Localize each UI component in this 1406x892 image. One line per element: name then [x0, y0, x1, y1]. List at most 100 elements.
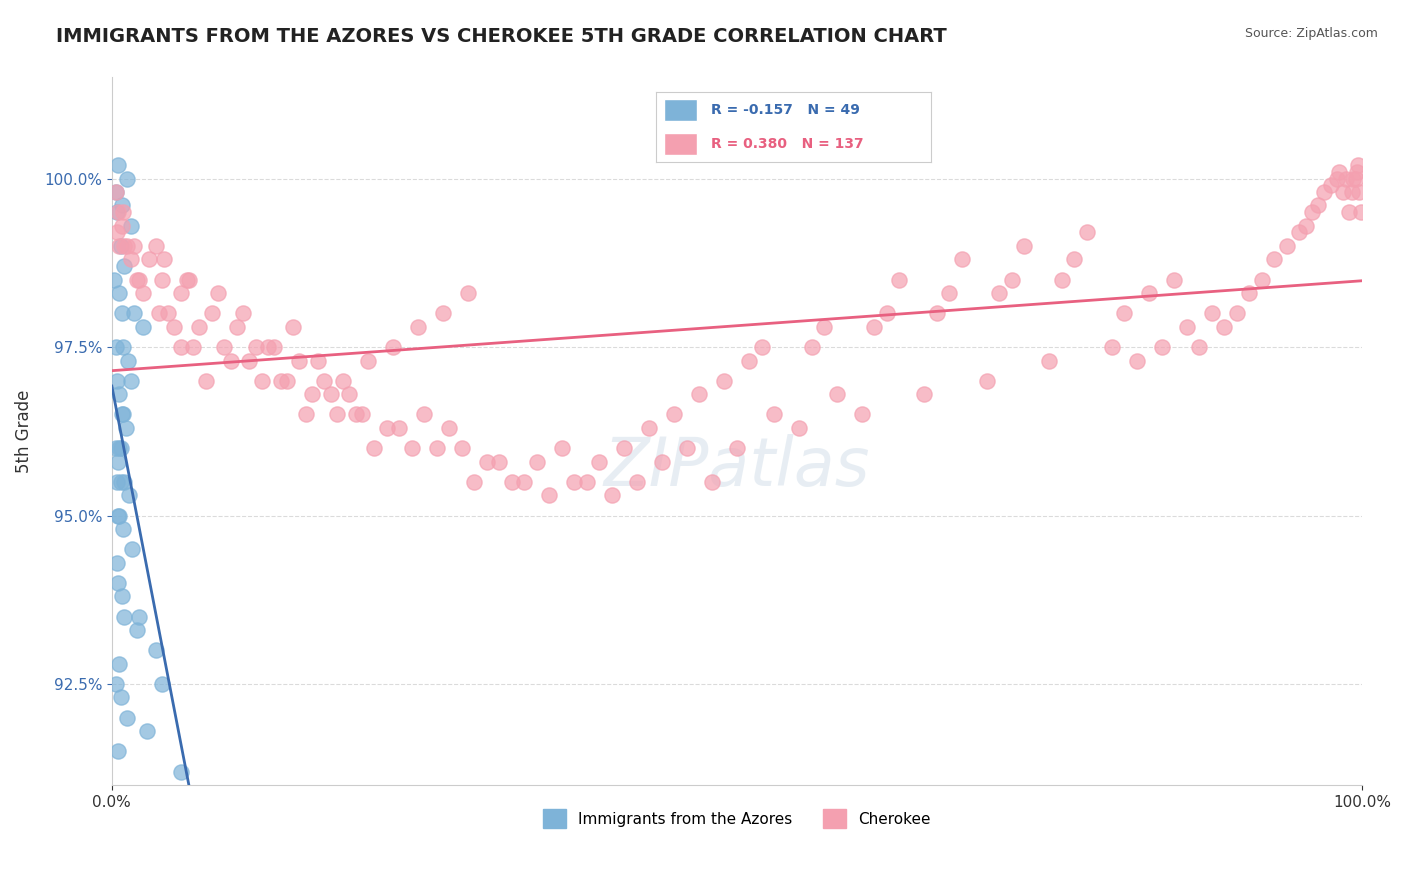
Point: [513, 475, 536, 489]
Point: [889, 272, 911, 286]
Point: [1139, 286, 1161, 301]
Point: [700, 475, 723, 489]
Legend: Immigrants from the Azores, Cherokee: Immigrants from the Azores, Cherokee: [537, 803, 936, 834]
Point: [150, 272, 173, 286]
Point: [1326, 171, 1348, 186]
Point: [1038, 353, 1060, 368]
Point: [105, 475, 128, 489]
Point: [825, 387, 848, 401]
Point: [725, 441, 748, 455]
Point: [294, 408, 316, 422]
Point: [1341, 171, 1364, 186]
Point: [111, 198, 134, 212]
Point: [125, 272, 148, 286]
Point: [194, 374, 217, 388]
Point: [1347, 158, 1369, 172]
Point: [108, 286, 131, 301]
Point: [638, 421, 661, 435]
Point: [332, 374, 354, 388]
Point: [1076, 226, 1098, 240]
Point: [153, 252, 176, 267]
Point: [763, 408, 786, 422]
Point: [1014, 239, 1036, 253]
Point: [938, 286, 960, 301]
Point: [250, 374, 273, 388]
Text: ZIPatlas: ZIPatlas: [603, 434, 870, 500]
Point: [145, 643, 167, 657]
Point: [104, 677, 127, 691]
Point: [107, 744, 129, 758]
Point: [150, 677, 173, 691]
Point: [1329, 165, 1351, 179]
Point: [121, 542, 143, 557]
Point: [232, 306, 254, 320]
Point: [851, 408, 873, 422]
Point: [1346, 165, 1368, 179]
Point: [214, 340, 236, 354]
Point: [1126, 353, 1149, 368]
Point: [169, 764, 191, 779]
Point: [120, 219, 142, 233]
Point: [120, 252, 142, 267]
Point: [426, 441, 449, 455]
Point: [688, 387, 710, 401]
Point: [406, 319, 429, 334]
Point: [110, 441, 132, 455]
Text: IMMIGRANTS FROM THE AZORES VS CHEROKEE 5TH GRADE CORRELATION CHART: IMMIGRANTS FROM THE AZORES VS CHEROKEE 5…: [56, 27, 948, 45]
Point: [125, 623, 148, 637]
Point: [111, 219, 134, 233]
Point: [925, 306, 948, 320]
Point: [1226, 306, 1249, 320]
Point: [108, 508, 131, 523]
Point: [912, 387, 935, 401]
Point: [110, 475, 132, 489]
Point: [107, 205, 129, 219]
Point: [132, 286, 155, 301]
Point: [388, 421, 411, 435]
Point: [301, 387, 323, 401]
Point: [488, 454, 510, 468]
Point: [104, 185, 127, 199]
Point: [676, 441, 699, 455]
Point: [245, 340, 267, 354]
Text: Source: ZipAtlas.com: Source: ZipAtlas.com: [1244, 27, 1378, 40]
Point: [138, 252, 160, 267]
Point: [107, 454, 129, 468]
Point: [145, 239, 167, 253]
Point: [257, 340, 280, 354]
Point: [1163, 272, 1185, 286]
Point: [105, 205, 128, 219]
Point: [169, 286, 191, 301]
Point: [124, 239, 146, 253]
Point: [363, 441, 385, 455]
Point: [112, 259, 135, 273]
Point: [1339, 205, 1361, 219]
Point: [219, 353, 242, 368]
Point: [575, 475, 598, 489]
Point: [1308, 198, 1330, 212]
Point: [350, 408, 373, 422]
Point: [107, 575, 129, 590]
Point: [103, 272, 125, 286]
Point: [337, 387, 360, 401]
Point: [613, 441, 636, 455]
Point: [564, 475, 586, 489]
Point: [115, 171, 138, 186]
Point: [117, 353, 139, 368]
Point: [789, 421, 811, 435]
Point: [1063, 252, 1085, 267]
Point: [950, 252, 973, 267]
Point: [1350, 205, 1372, 219]
Point: [132, 319, 155, 334]
Point: [105, 374, 128, 388]
Point: [111, 408, 134, 422]
Point: [107, 508, 129, 523]
Point: [1319, 178, 1341, 193]
Point: [651, 454, 673, 468]
Point: [176, 272, 198, 286]
Point: [463, 475, 485, 489]
Point: [128, 609, 150, 624]
Point: [104, 340, 127, 354]
Point: [1001, 272, 1024, 286]
Point: [1295, 219, 1317, 233]
